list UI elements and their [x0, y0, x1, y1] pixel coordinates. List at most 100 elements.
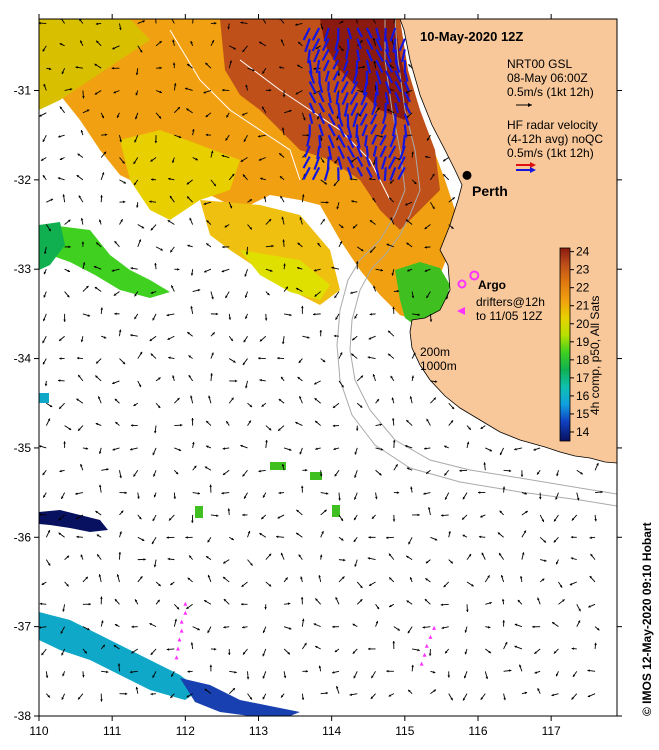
gsl-vector-head: [499, 553, 502, 556]
gsl-vector-head: [325, 691, 329, 695]
gsl-vector-head: [68, 245, 71, 249]
hf-vector: [327, 123, 336, 137]
gsl-vector-head: [174, 618, 177, 622]
hf-vector: [397, 156, 406, 170]
gsl-vector-head: [596, 463, 599, 466]
hf-vector: [327, 113, 336, 126]
gsl-vector-head: [424, 245, 427, 249]
gsl-vector-head: [223, 561, 226, 564]
gsl-vector-head: [296, 532, 299, 536]
hf-vector: [352, 70, 359, 84]
gsl-vector-head: [468, 427, 471, 430]
gsl-vector-head: [261, 404, 265, 407]
plot-frame: [38, 18, 618, 717]
gsl-vector-head: [240, 21, 243, 25]
gsl-vector-head: [335, 597, 338, 600]
gsl-vector-head: [101, 115, 104, 119]
colorbar-label: 4h comp, p50, All Sats: [588, 296, 602, 415]
gsl-vector-head: [249, 227, 252, 230]
hf-vector: [308, 81, 317, 94]
hf-vector: [323, 27, 330, 42]
hf-vector: [370, 102, 378, 116]
y-tick-label: -36: [14, 530, 32, 544]
gsl-vector-head: [187, 63, 190, 67]
gsl-vector-head: [210, 150, 214, 154]
gsl-vector-head: [80, 554, 84, 558]
gsl-vector-head: [47, 695, 50, 698]
gsl-vector-head: [82, 96, 85, 99]
gsl-vector-head: [118, 551, 122, 555]
hf-vector: [359, 113, 368, 126]
argo-float-marker: [469, 270, 480, 281]
gsl-vector-head: [389, 181, 393, 184]
gsl-vector-head: [150, 291, 154, 294]
gsl-vector-head: [191, 417, 194, 421]
gsl-vector-head: [360, 375, 364, 378]
gsl-vector-head: [413, 352, 416, 356]
gsl-vector-head: [166, 313, 169, 317]
hf-vector: [313, 156, 321, 170]
gsl-vector-head: [210, 373, 213, 376]
gsl-vector-head: [247, 530, 251, 534]
gsl-vector-head: [245, 316, 248, 319]
gsl-vector-head: [85, 576, 88, 580]
gsl-vector-head: [333, 183, 337, 186]
hf-vector: [403, 81, 410, 92]
gsl-vector-head: [81, 241, 85, 244]
gsl-vector-head: [225, 295, 228, 299]
gsl-vector-head: [248, 420, 251, 424]
y-tick-label: -34: [14, 352, 32, 366]
gsl-vector-head: [101, 620, 104, 623]
gsl-vector-head: [538, 496, 542, 500]
gsl-vector-head: [204, 688, 208, 692]
colorbar-tick-label: 15: [576, 407, 590, 421]
gsl-vector-head: [178, 135, 182, 139]
gsl-vector-head: [298, 360, 302, 363]
gsl-vector-head: [170, 249, 173, 253]
gsl-vector-head: [432, 670, 436, 674]
gsl-vector-head: [42, 175, 46, 178]
gsl-vector-head: [278, 398, 282, 402]
gsl-vector-head: [321, 160, 325, 163]
gsl-vector-head: [443, 584, 447, 588]
hf-vector: [308, 113, 314, 124]
gsl-vector-head: [332, 671, 335, 674]
hf-vector: [384, 38, 390, 53]
drifter-position: [176, 646, 181, 651]
gsl-vector-head: [84, 650, 87, 654]
gsl-vector-head: [285, 286, 288, 290]
gsl-vector-head: [153, 474, 156, 477]
sst-navy-west: [39, 510, 108, 532]
gsl-vector-head: [69, 88, 73, 91]
gsl-vector-head: [186, 695, 190, 698]
gsl-vector-head: [303, 117, 306, 121]
gsl-vector-head: [444, 445, 447, 448]
gsl-vector-head: [78, 696, 81, 700]
hf-vector: [327, 145, 333, 160]
gsl-vector-head: [227, 26, 230, 30]
hf-vector: [369, 113, 378, 125]
gsl-vector-head: [186, 182, 190, 185]
gsl-vector-head: [249, 404, 253, 408]
hf-vector: [384, 92, 390, 105]
hf-vector: [380, 156, 387, 170]
gsl-vector-head: [204, 600, 207, 603]
gsl-vector-head: [390, 217, 393, 220]
gsl-vector-head: [234, 670, 237, 674]
gsl-vector: [393, 19, 396, 24]
gsl-vector-head: [48, 228, 51, 232]
colorbar-tick-label: 24: [576, 245, 590, 259]
gsl-vector-head: [175, 471, 179, 475]
gsl-vector-head: [76, 398, 79, 402]
gsl-vector-head: [432, 173, 435, 177]
gsl-vector-head: [334, 649, 338, 653]
gsl-vector-head: [397, 628, 400, 631]
gsl-vector-head: [394, 16, 397, 18]
hf-vector: [398, 38, 406, 52]
x-tick-label: 114: [322, 724, 341, 738]
gsl-vector-head: [313, 67, 316, 70]
gsl-vector-head: [523, 530, 526, 533]
gsl-legend-arrowhead: [528, 103, 532, 107]
gsl-vector-head: [331, 266, 334, 270]
x-tick-label: 116: [468, 724, 487, 738]
